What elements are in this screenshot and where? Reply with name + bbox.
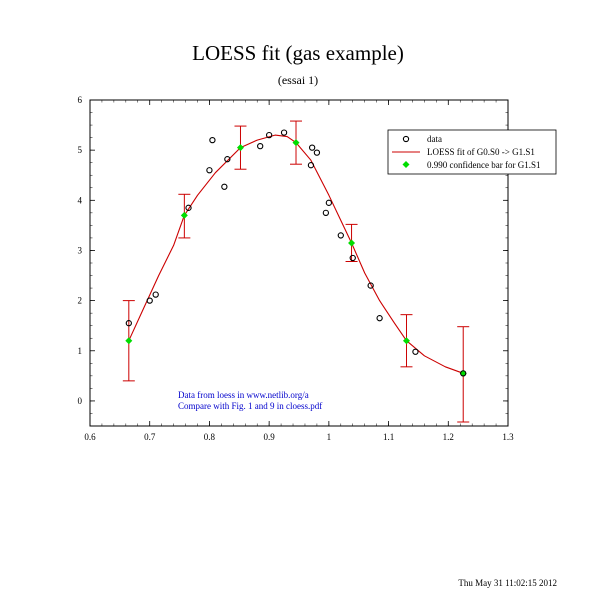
chart-subtitle: (essai 1) bbox=[278, 73, 318, 87]
annotation-source: Data from loess in www.netlib.org/a bbox=[178, 390, 309, 400]
y-tick-label: 0 bbox=[78, 396, 83, 406]
data-point bbox=[206, 167, 213, 174]
y-tick-label: 2 bbox=[78, 296, 83, 306]
y-tick-label: 4 bbox=[78, 195, 83, 205]
y-tick-label: 5 bbox=[78, 145, 83, 155]
annotation-compare: Compare with Fig. 1 and 9 in cloess.pdf bbox=[178, 401, 322, 411]
data-point bbox=[313, 149, 321, 156]
x-tick-label: 1 bbox=[327, 432, 332, 442]
data-point bbox=[280, 129, 288, 136]
data-point bbox=[209, 136, 216, 144]
x-tick-label: 0.7 bbox=[144, 432, 156, 442]
data-point bbox=[322, 209, 330, 216]
legend: data LOESS fit of G0.S0 -> G1.S1 0.990 c… bbox=[387, 129, 557, 175]
legend-label-data: data bbox=[427, 134, 442, 144]
confidence-point-marker bbox=[348, 239, 356, 247]
y-tick-label: 6 bbox=[78, 95, 83, 105]
confidence-point-marker bbox=[292, 139, 300, 147]
confidence-point-marker bbox=[236, 144, 244, 152]
data-point bbox=[349, 254, 356, 262]
confidence-bar bbox=[178, 193, 191, 239]
data-point bbox=[221, 183, 228, 190]
x-tick-label: 1.1 bbox=[383, 432, 394, 442]
confidence-point-marker bbox=[125, 337, 133, 345]
data-point bbox=[337, 232, 344, 239]
confidence-point-marker bbox=[180, 211, 188, 219]
footer-timestamp: Thu May 31 11:02:15 2012 bbox=[458, 578, 557, 588]
y-tick-label: 1 bbox=[78, 346, 83, 356]
data-point bbox=[376, 315, 383, 322]
confidence-point-marker bbox=[402, 337, 410, 345]
y-tick-label: 3 bbox=[78, 245, 83, 255]
x-tick-label: 1.3 bbox=[502, 432, 514, 442]
confidence-bar bbox=[122, 300, 135, 382]
x-tick-label: 0.6 bbox=[84, 432, 96, 442]
data-points-layer bbox=[125, 129, 467, 377]
legend-label-confidence: 0.990 confidence bar for G1.S1 bbox=[427, 160, 540, 170]
axis-ticks: 0.6 0.7 0.8 0.9 1 1.1 1.2 1.3 0 1 2 3 4 5 6 bbox=[78, 95, 515, 442]
data-point bbox=[152, 291, 159, 298]
confidence-bar bbox=[457, 326, 470, 423]
legend-data-marker bbox=[402, 135, 410, 143]
data-point bbox=[185, 204, 192, 211]
data-point bbox=[367, 282, 374, 289]
legend-label-fit: LOESS fit of G0.S0 -> G1.S1 bbox=[427, 147, 535, 157]
data-point bbox=[224, 156, 231, 163]
chart-title: LOESS fit (gas example) bbox=[192, 41, 404, 65]
confidence-bar bbox=[400, 314, 413, 368]
data-point bbox=[460, 370, 467, 377]
x-tick-label: 0.8 bbox=[204, 432, 216, 442]
data-point bbox=[265, 131, 273, 139]
data-point bbox=[125, 320, 132, 327]
data-point bbox=[146, 297, 153, 304]
data-point bbox=[308, 144, 316, 151]
confidence-bar bbox=[234, 125, 247, 170]
data-point bbox=[325, 199, 333, 206]
confidence-bar bbox=[290, 120, 303, 165]
data-point bbox=[307, 162, 315, 169]
x-tick-label: 1.2 bbox=[443, 432, 454, 442]
data-point bbox=[257, 142, 264, 150]
legend-confidence-marker bbox=[402, 161, 410, 168]
data-point bbox=[412, 348, 419, 355]
x-tick-label: 0.9 bbox=[264, 432, 276, 442]
